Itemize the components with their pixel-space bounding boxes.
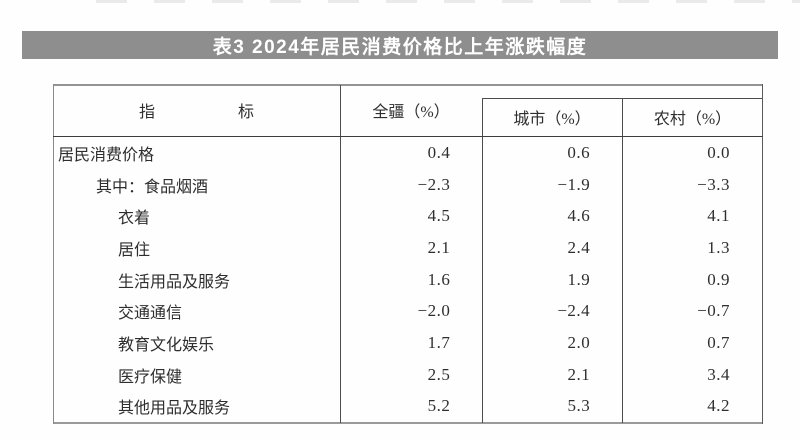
header-cell-overall: 全疆（%） xyxy=(340,84,482,136)
header-label-city: 城市（%） xyxy=(513,111,591,128)
table-row: 其他用品及服务 5.2 5.3 4.2 xyxy=(54,390,762,422)
rural-value-cell: 0.7 xyxy=(707,332,730,352)
indicator-cell: 其他用品及服务 xyxy=(118,400,231,418)
overall-value-cell: −2.3 xyxy=(417,174,451,194)
rural-value-cell: 4.1 xyxy=(707,206,730,226)
header-cell-indicator: 指标 xyxy=(53,84,340,136)
table-title: 表3 2024年居民消费价格比上年涨跌幅度 xyxy=(212,36,588,58)
rural-value-cell: 4.2 xyxy=(707,396,730,416)
table-row: 居住 2.1 2.4 1.3 xyxy=(54,232,762,264)
consumer-price-table: 指标 全疆（%） 城市（%） 农村（%） 居民消费价格 0.4 0.6 0.0 xyxy=(53,84,763,424)
table-row: 生活用品及服务 1.6 1.9 0.9 xyxy=(54,264,762,296)
overall-value-cell: 1.7 xyxy=(427,332,451,352)
rural-value-cell: 3.4 xyxy=(707,364,730,384)
rural-value-cell: −3.3 xyxy=(697,174,731,194)
column-divider-indicator-overall xyxy=(340,85,341,423)
table-border-left xyxy=(53,84,54,424)
overall-value-cell: 2.1 xyxy=(427,237,451,257)
overall-value-cell: 2.5 xyxy=(427,364,451,384)
city-value-cell: 4.6 xyxy=(567,206,591,226)
header-bottom-line xyxy=(53,136,763,137)
indicator-cell: 居住 xyxy=(118,241,151,259)
table-border-right xyxy=(762,84,763,424)
indicator-cell: 衣着 xyxy=(118,210,151,228)
column-divider-city-rural xyxy=(622,98,623,423)
table-row: 交通通信 −2.0 −2.4 −0.7 xyxy=(54,295,762,327)
rural-value-cell: 0.9 xyxy=(707,269,730,289)
overall-value-cell: −2.0 xyxy=(417,301,451,321)
header-cell-rural: 农村（%） xyxy=(622,98,763,136)
indicator-cell: 居民消费价格 xyxy=(58,146,155,164)
column-divider-overall-city xyxy=(482,98,483,423)
city-value-cell: 2.4 xyxy=(567,237,591,257)
table-row: 衣着 4.5 4.6 4.1 xyxy=(54,200,762,232)
rural-value-cell: 1.3 xyxy=(707,237,730,257)
header-label-indicator: 指标 xyxy=(138,104,337,121)
table-row: 居民消费价格 0.4 0.6 0.0 xyxy=(54,137,762,169)
city-value-cell: 5.3 xyxy=(567,396,591,416)
header-label-overall: 全疆（%） xyxy=(372,104,450,121)
city-value-cell: −1.9 xyxy=(557,174,591,194)
rural-value-cell: 0.0 xyxy=(707,142,730,162)
table-title-bar: 表3 2024年居民消费价格比上年涨跌幅度 xyxy=(22,31,778,59)
indicator-cell: 交通通信 xyxy=(118,305,183,323)
indicator-cell: 生活用品及服务 xyxy=(118,273,231,291)
table-row: 教育文化娱乐 1.7 2.0 0.7 xyxy=(54,327,762,359)
table-border-top xyxy=(53,84,763,86)
city-value-cell: 0.6 xyxy=(567,142,591,162)
rural-value-cell: −0.7 xyxy=(697,301,730,321)
city-value-cell: −2.4 xyxy=(557,301,591,321)
indicator-cell: 其中：食品烟酒 xyxy=(96,178,209,196)
city-value-cell: 2.1 xyxy=(567,364,591,384)
overall-value-cell: 0.4 xyxy=(427,142,451,162)
overall-value-cell: 5.2 xyxy=(427,396,451,416)
header-cell-city: 城市（%） xyxy=(482,98,622,136)
table-row: 医疗保健 2.5 2.1 3.4 xyxy=(54,359,762,391)
subheader-box-top-line xyxy=(482,98,762,99)
city-value-cell: 2.0 xyxy=(567,332,591,352)
cut-off-text-artifacts xyxy=(96,0,800,3)
table-border-bottom xyxy=(53,422,763,424)
indicator-cell: 医疗保健 xyxy=(118,368,183,386)
indicator-cell: 教育文化娱乐 xyxy=(118,336,215,354)
table-row: 其中：食品烟酒 −2.3 −1.9 −3.3 xyxy=(54,169,762,201)
city-value-cell: 1.9 xyxy=(567,269,591,289)
header-label-rural: 农村（%） xyxy=(653,111,732,128)
table-body: 居民消费价格 0.4 0.6 0.0 其中：食品烟酒 −2.3 −1.9 −3.… xyxy=(54,137,762,422)
overall-value-cell: 4.5 xyxy=(427,206,451,226)
overall-value-cell: 1.6 xyxy=(427,269,451,289)
